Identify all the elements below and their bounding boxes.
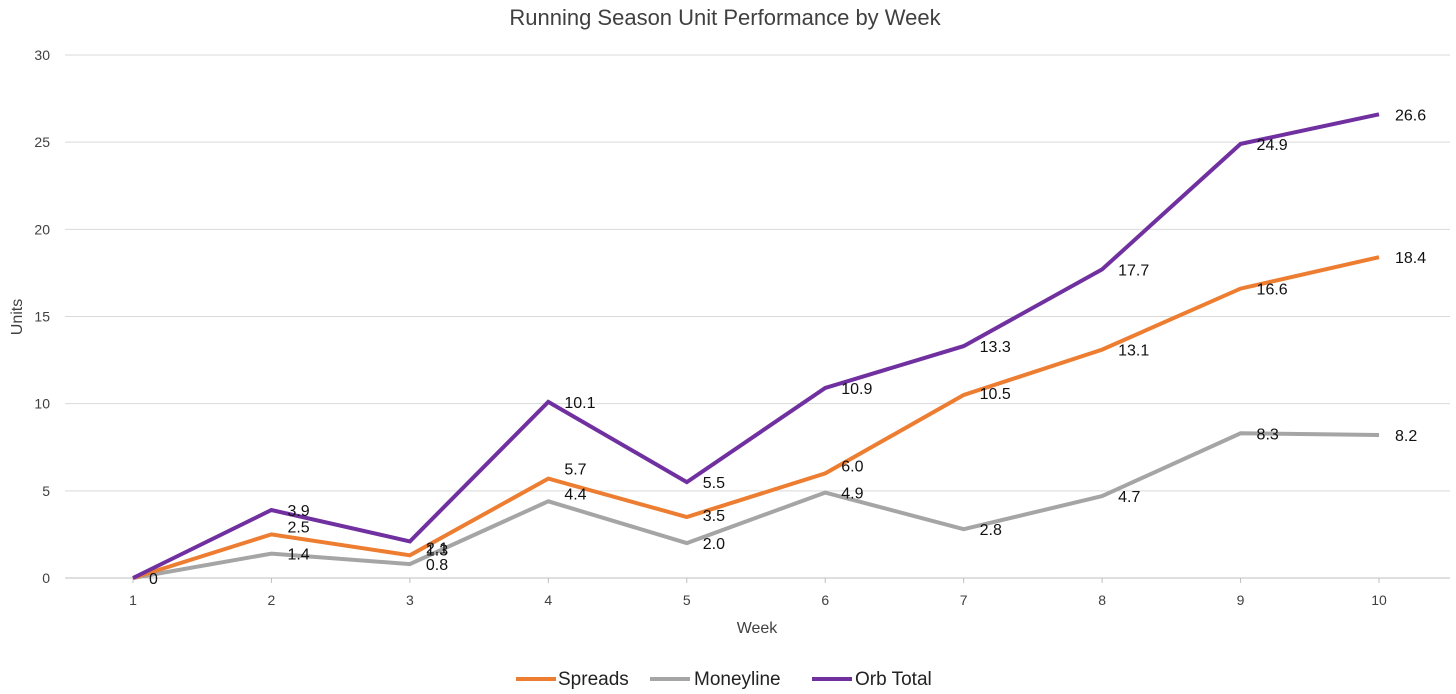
x-tick-label: 1 — [129, 592, 137, 608]
x-axis-label: Week — [737, 620, 779, 637]
y-tick-label: 25 — [34, 134, 50, 150]
data-label-orb-total: 10.9 — [841, 381, 872, 398]
data-label-moneyline: 4.4 — [564, 486, 586, 503]
y-axis-ticks: 0 5 10 15 20 25 30 — [34, 47, 50, 586]
data-label-moneyline: 1.4 — [287, 547, 309, 564]
x-tick-label: 2 — [268, 592, 276, 608]
chart-title: Running Season Unit Performance by Week — [509, 5, 941, 30]
y-tick-label: 20 — [34, 221, 50, 237]
series-line-orb-total — [132, 112, 1380, 580]
data-label-spreads: 5.7 — [564, 462, 586, 479]
data-label-moneyline: 4.7 — [1118, 489, 1140, 506]
legend: Spreads Moneyline Orb Total — [516, 669, 932, 690]
series-line-spreads — [132, 255, 1380, 580]
x-tick-label: 3 — [406, 592, 414, 608]
data-label-orb-total: 10.1 — [564, 395, 595, 412]
data-label-moneyline: 0 — [149, 571, 158, 588]
legend-label-spreads: Spreads — [558, 669, 629, 690]
data-label-orb-total: 24.9 — [1257, 137, 1288, 154]
x-tick-label: 10 — [1371, 592, 1387, 608]
data-label-moneyline: 2.0 — [703, 536, 725, 553]
data-label-orb-total: 26.6 — [1395, 107, 1426, 124]
x-tick-label: 4 — [544, 592, 552, 608]
data-label-moneyline: 0.8 — [426, 557, 448, 574]
x-tick-label: 8 — [1098, 592, 1106, 608]
data-label-orb-total: 5.5 — [703, 475, 725, 492]
data-label-spreads: 3.5 — [703, 508, 725, 525]
x-tick-label: 7 — [960, 592, 968, 608]
data-label-orb-total: 17.7 — [1118, 262, 1149, 279]
data-label-orb-total: 13.3 — [980, 339, 1011, 356]
y-tick-label: 10 — [34, 396, 50, 412]
data-labels: 2.5 2.1 5.7 3.5 6.0 10.5 13.1 16.6 18.4 0 1.4 0.8 4.… — [149, 107, 1426, 588]
series-line-moneyline — [132, 431, 1380, 580]
data-label-moneyline: 8.3 — [1257, 426, 1279, 443]
x-axis-ticks: 1 2 3 4 5 6 7 8 9 10 — [129, 578, 1387, 608]
y-tick-label: 5 — [42, 483, 50, 499]
data-label-moneyline: 4.9 — [841, 486, 863, 503]
data-label-moneyline: 8.2 — [1395, 428, 1417, 445]
data-label-spreads: 2.5 — [287, 519, 309, 536]
data-label-orb-total: 3.9 — [287, 503, 309, 520]
data-label-spreads: 6.0 — [841, 458, 863, 475]
data-label-spreads: 10.5 — [980, 386, 1011, 403]
y-tick-label: 15 — [34, 309, 50, 325]
y-tick-label: 30 — [34, 47, 50, 63]
x-tick-label: 5 — [683, 592, 691, 608]
data-label-orb-total: 1.3 — [426, 542, 448, 559]
gridlines — [65, 54, 1450, 579]
series-lines — [132, 112, 1380, 580]
legend-label-orb-total: Orb Total — [855, 669, 932, 690]
legend-label-moneyline: Moneyline — [694, 669, 781, 690]
data-label-spreads: 18.4 — [1395, 250, 1426, 267]
x-tick-label: 9 — [1237, 592, 1245, 608]
data-label-spreads: 2.1 — [426, 540, 448, 557]
data-label-spreads: 16.6 — [1257, 282, 1288, 299]
y-axis-label: Units — [9, 299, 26, 335]
y-tick-label: 0 — [42, 570, 50, 586]
data-label-moneyline: 2.8 — [980, 522, 1002, 539]
data-label-spreads: 13.1 — [1118, 343, 1149, 360]
x-tick-label: 6 — [821, 592, 829, 608]
